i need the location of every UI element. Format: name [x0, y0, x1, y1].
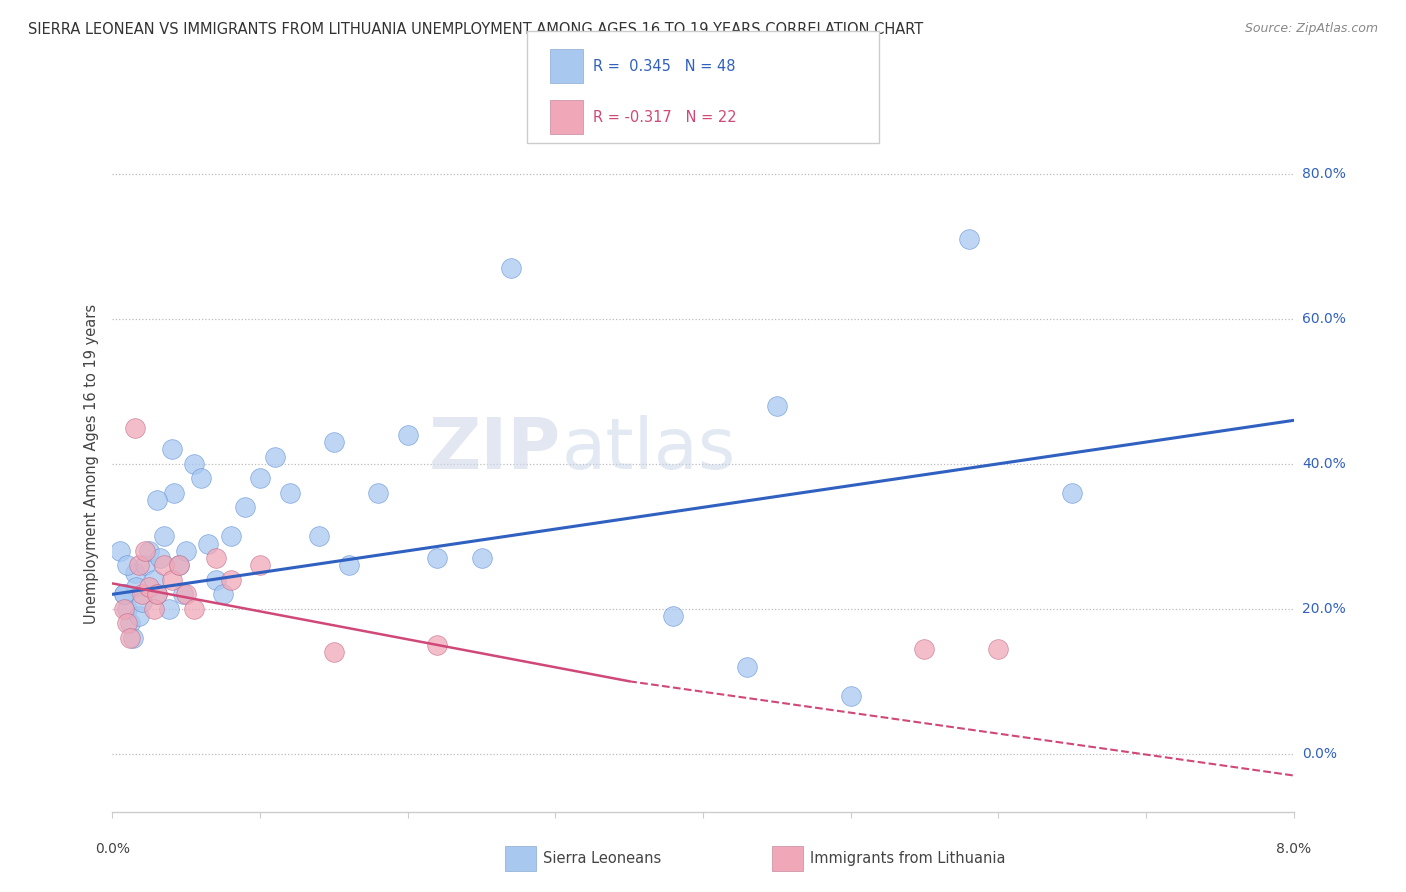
Point [117, 602, 138, 616]
Point [117, 558, 138, 573]
Point [197, 536, 219, 550]
Point [134, 544, 156, 558]
Point [128, 609, 150, 624]
Point [120, 631, 142, 645]
Point [987, 641, 1010, 656]
Point [128, 558, 150, 573]
Point [163, 485, 186, 500]
Point [183, 602, 205, 616]
Text: R = -0.317   N = 22: R = -0.317 N = 22 [593, 110, 737, 125]
Point [914, 641, 936, 656]
Text: R =  0.345   N = 48: R = 0.345 N = 48 [593, 59, 735, 74]
Point [957, 232, 980, 246]
Point [264, 450, 287, 464]
Text: 40.0%: 40.0% [1302, 457, 1346, 471]
Point [337, 558, 360, 573]
Point [138, 544, 160, 558]
Point [160, 442, 183, 457]
Point [108, 544, 131, 558]
Point [396, 428, 419, 442]
Point [662, 609, 685, 624]
Point [146, 493, 169, 508]
Point [323, 645, 346, 659]
Point [138, 580, 160, 594]
Point [323, 435, 346, 450]
Point [142, 573, 165, 587]
Point [112, 602, 135, 616]
Text: atlas: atlas [561, 416, 735, 484]
Point [112, 587, 135, 601]
Text: 80.0%: 80.0% [1302, 167, 1346, 181]
Text: 60.0%: 60.0% [1302, 312, 1346, 326]
Text: Immigrants from Lithuania: Immigrants from Lithuania [810, 851, 1005, 865]
Text: 0.0%: 0.0% [1302, 747, 1337, 761]
Text: 8.0%: 8.0% [1277, 842, 1310, 856]
Text: Sierra Leoneans: Sierra Leoneans [543, 851, 661, 865]
Point [219, 573, 242, 587]
Point [142, 602, 165, 616]
Point [233, 500, 256, 515]
Point [146, 587, 169, 601]
Point [426, 551, 449, 566]
Point [120, 616, 142, 631]
Point [249, 558, 271, 573]
Point [174, 544, 197, 558]
Point [117, 616, 138, 631]
Text: ZIP: ZIP [429, 416, 561, 484]
Text: SIERRA LEONEAN VS IMMIGRANTS FROM LITHUANIA UNEMPLOYMENT AMONG AGES 16 TO 19 YEA: SIERRA LEONEAN VS IMMIGRANTS FROM LITHUA… [28, 22, 924, 37]
Y-axis label: Unemployment Among Ages 16 to 19 years: Unemployment Among Ages 16 to 19 years [84, 304, 100, 624]
Point [212, 587, 235, 601]
Point [470, 551, 494, 566]
Point [278, 485, 301, 500]
Point [308, 529, 330, 543]
Text: 20.0%: 20.0% [1302, 602, 1346, 615]
Point [205, 573, 228, 587]
Point [219, 529, 242, 543]
Point [501, 261, 523, 276]
Point [160, 573, 183, 587]
Point [172, 587, 194, 601]
Point [112, 587, 135, 601]
Point [122, 631, 145, 645]
Text: 0.0%: 0.0% [96, 842, 129, 856]
Point [149, 551, 172, 566]
Point [146, 587, 169, 601]
Point [205, 551, 228, 566]
Point [839, 689, 862, 703]
Text: Source: ZipAtlas.com: Source: ZipAtlas.com [1244, 22, 1378, 36]
Point [766, 399, 789, 413]
Point [153, 529, 176, 543]
Point [737, 660, 759, 674]
Point [157, 602, 180, 616]
Point [153, 558, 176, 573]
Point [134, 558, 156, 573]
Point [124, 420, 146, 434]
Point [249, 471, 271, 485]
Point [1062, 485, 1084, 500]
Point [167, 558, 190, 573]
Point [124, 566, 146, 580]
Point [174, 587, 197, 601]
Point [190, 471, 212, 485]
Point [131, 594, 153, 608]
Point [131, 587, 153, 601]
Point [367, 485, 389, 500]
Point [167, 558, 190, 573]
Point [183, 457, 205, 471]
Point [426, 638, 449, 652]
Point [125, 580, 148, 594]
